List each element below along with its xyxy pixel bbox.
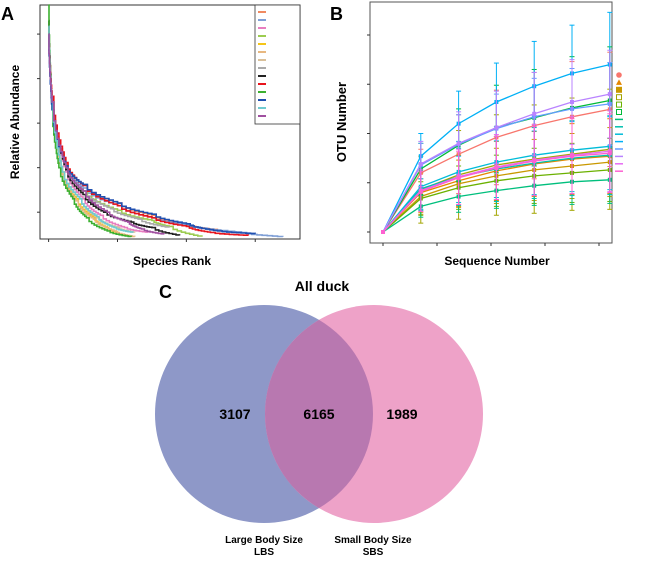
rank-curve-twd [48, 19, 203, 237]
data-point [570, 99, 574, 104]
legend-key-jyp [616, 94, 622, 101]
legend-key-lsd [616, 109, 622, 115]
venn-sbs-name: Small Body Size [334, 535, 412, 546]
legend-key-jrf [616, 86, 622, 93]
venn-intersection [265, 319, 374, 509]
panel-b-legend [615, 72, 623, 172]
data-point [494, 125, 499, 130]
venn-sbs-abbr: SBS [363, 547, 384, 557]
panel-c-label: C [159, 282, 172, 302]
panel-b-axes [367, 34, 600, 246]
data-point [381, 230, 385, 234]
venn-sbs-only-count: 1989 [386, 406, 417, 422]
rank-curve-sxd [48, 25, 250, 236]
legend-key-lcw [616, 101, 622, 108]
panel-b-plot-area [381, 11, 613, 234]
panel-b-label: B [330, 4, 343, 24]
data-point [418, 189, 423, 194]
rank-curve-yxp [48, 19, 170, 228]
panel-b: B Sequence Number OTU Number [330, 1, 623, 268]
rank-curve-spd [48, 33, 165, 235]
panel-a-plot-area [48, 4, 284, 238]
data-point [418, 162, 423, 167]
panel-c: C All duck 3107 6165 1989 Large Body Siz… [155, 278, 483, 558]
venn-lbs-only-count: 3107 [219, 406, 250, 422]
panel-a-axes [37, 33, 256, 242]
venn-title: All duck [295, 278, 350, 294]
panel-a-legend [254, 4, 301, 125]
panel-a: A Species Rank Relative Abundance [1, 4, 301, 268]
rank-curve-ptb [48, 19, 181, 236]
data-point [532, 159, 537, 164]
panel-a-xlabel: Species Rank [133, 254, 211, 268]
rank-curve-chd [48, 19, 150, 233]
panel-b-xlabel: Sequence Number [444, 254, 550, 268]
panel-b-ylabel: OTU Number [334, 82, 349, 162]
data-point [570, 154, 574, 159]
panel-a-ylabel: Relative Abundance [8, 65, 22, 180]
data-point [607, 92, 612, 97]
data-point [607, 151, 612, 156]
venn-intersection-count: 6165 [303, 406, 334, 422]
venn-lbs-name: Large Body Size [225, 535, 303, 546]
panel-a-legend-box [254, 4, 301, 125]
data-point [532, 111, 537, 116]
legend-key-chd [616, 72, 622, 78]
data-point [494, 165, 499, 170]
venn-lbs-abbr: LBS [254, 547, 274, 557]
panel-a-label: A [1, 4, 14, 24]
data-point [456, 175, 461, 180]
data-point [456, 141, 461, 146]
legend-key-jdd [616, 79, 622, 85]
series-zsp [381, 113, 613, 234]
